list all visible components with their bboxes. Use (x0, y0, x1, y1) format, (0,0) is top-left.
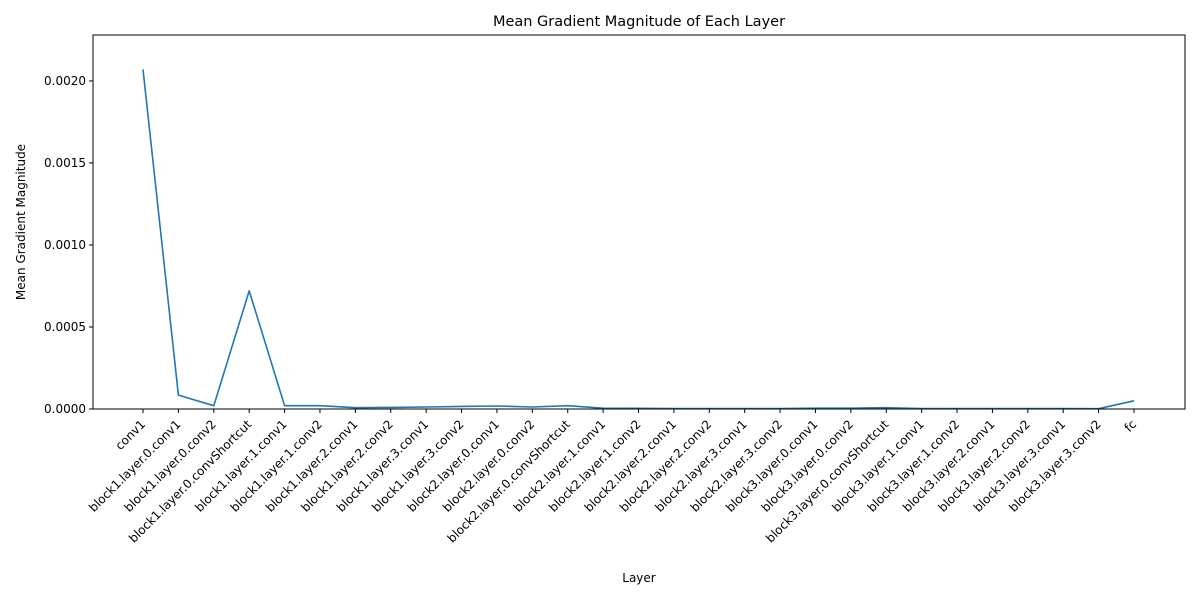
data-point (424, 405, 428, 409)
chart-title: Mean Gradient Magnitude of Each Layer (493, 14, 785, 30)
data-point (849, 406, 853, 410)
data-point (141, 67, 145, 71)
y-tick-label: 0.0000 (44, 402, 86, 416)
data-point (601, 406, 605, 410)
y-tick-label: 0.0015 (44, 156, 86, 170)
data-point (318, 404, 322, 408)
x-axis-label: Layer (622, 571, 656, 585)
data-point (1132, 399, 1136, 403)
y-tick-label: 0.0010 (44, 238, 86, 252)
data-point (247, 289, 251, 293)
data-point (495, 404, 499, 408)
data-point (566, 404, 570, 408)
data-point (176, 393, 180, 397)
data-point (460, 404, 464, 408)
data-point (530, 405, 534, 409)
y-tick-label: 0.0005 (44, 320, 86, 334)
data-point (637, 406, 641, 410)
data-point (813, 406, 817, 410)
y-axis-label: Mean Gradient Magnitude (14, 144, 28, 300)
axes-frame (92, 34, 1186, 410)
y-axis-ticks: 0.0000 0.0005 0.0010 0.0015 0.0020 (44, 74, 93, 416)
data-point (212, 404, 216, 408)
y-tick-label: 0.0020 (44, 74, 86, 88)
data-point (283, 404, 287, 408)
